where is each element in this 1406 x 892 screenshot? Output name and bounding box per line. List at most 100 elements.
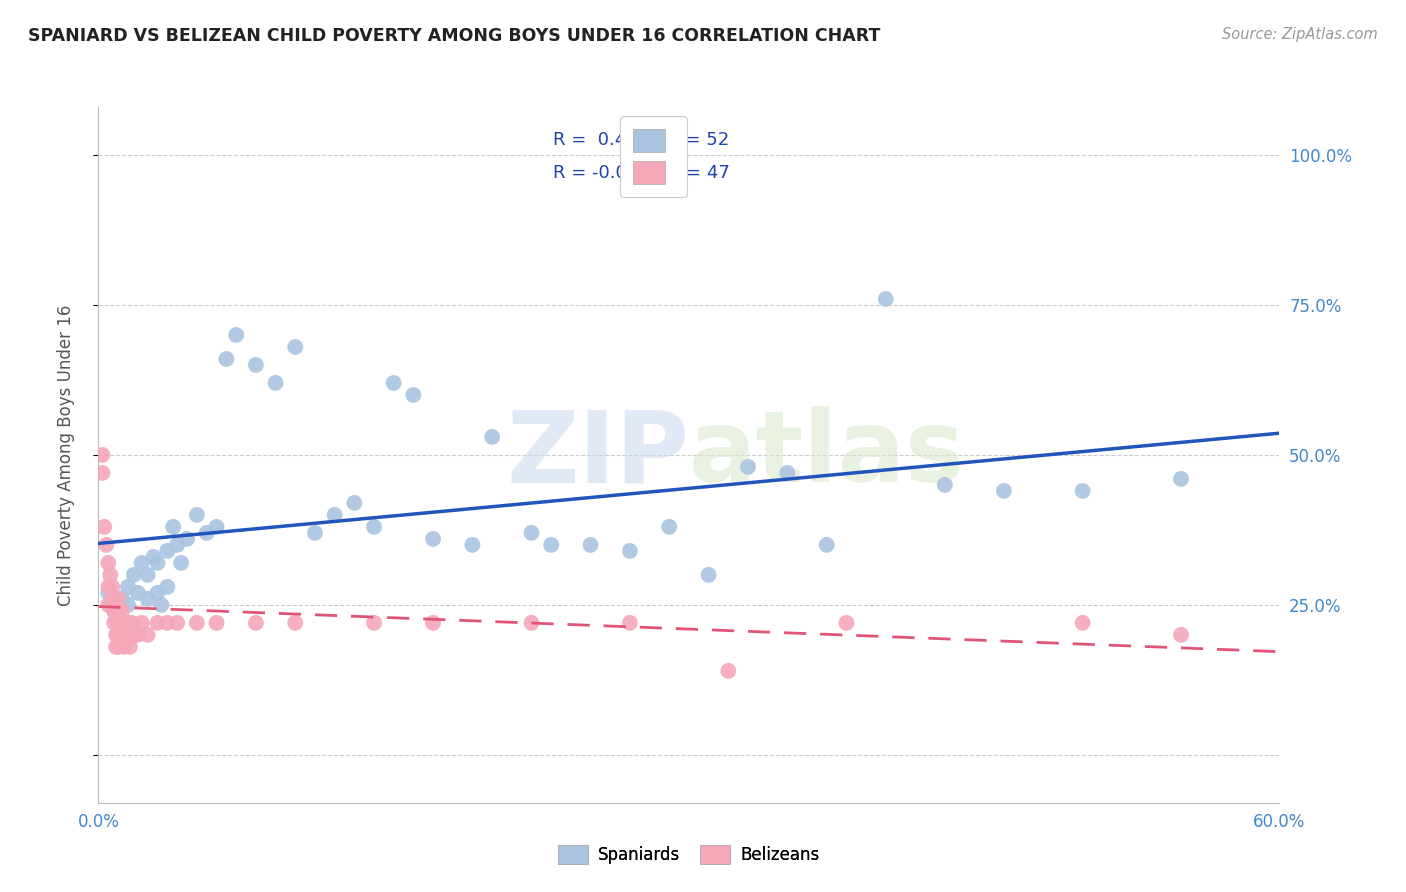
Point — [619, 544, 641, 558]
Point — [122, 628, 145, 642]
Point — [136, 591, 159, 606]
Point — [117, 628, 139, 642]
Point — [107, 628, 129, 642]
Point — [264, 376, 287, 390]
Point — [737, 459, 759, 474]
Point — [136, 567, 159, 582]
Point — [1170, 472, 1192, 486]
Point — [1071, 615, 1094, 630]
Point — [101, 580, 124, 594]
Point — [1071, 483, 1094, 498]
Point — [993, 483, 1015, 498]
Point — [170, 556, 193, 570]
Point — [142, 549, 165, 564]
Point — [875, 292, 897, 306]
Point — [117, 598, 139, 612]
Point — [111, 604, 134, 618]
Point — [121, 615, 143, 630]
Point — [93, 520, 115, 534]
Point — [697, 567, 720, 582]
Point — [105, 628, 128, 642]
Legend: Spaniards, Belizeans: Spaniards, Belizeans — [551, 838, 827, 871]
Point — [115, 628, 138, 642]
Point — [815, 538, 838, 552]
Point — [97, 586, 120, 600]
Point — [186, 508, 208, 522]
Point — [97, 556, 120, 570]
Point — [481, 430, 503, 444]
Point — [156, 544, 179, 558]
Point — [520, 615, 543, 630]
Point — [619, 615, 641, 630]
Point — [304, 525, 326, 540]
Point — [195, 525, 218, 540]
Point — [96, 538, 118, 552]
Text: atlas: atlas — [689, 407, 966, 503]
Text: SPANIARD VS BELIZEAN CHILD POVERTY AMONG BOYS UNDER 16 CORRELATION CHART: SPANIARD VS BELIZEAN CHILD POVERTY AMONG… — [28, 27, 880, 45]
Point — [245, 615, 267, 630]
Point — [97, 598, 120, 612]
Point — [105, 640, 128, 654]
Point — [118, 640, 141, 654]
Point — [382, 376, 405, 390]
Point — [776, 466, 799, 480]
Point — [166, 538, 188, 552]
Point — [117, 580, 139, 594]
Point — [166, 615, 188, 630]
Point — [717, 664, 740, 678]
Point — [122, 567, 145, 582]
Point — [343, 496, 366, 510]
Point — [107, 615, 129, 630]
Point — [107, 615, 129, 630]
Point — [136, 628, 159, 642]
Point — [156, 580, 179, 594]
Text: R =  0.466   N = 52: R = 0.466 N = 52 — [553, 131, 730, 150]
Point — [835, 615, 858, 630]
Point — [156, 615, 179, 630]
Point — [91, 466, 114, 480]
Point — [103, 604, 125, 618]
Point — [103, 604, 125, 618]
Point — [422, 532, 444, 546]
Point — [520, 525, 543, 540]
Point — [934, 478, 956, 492]
Point — [284, 615, 307, 630]
Point — [98, 567, 121, 582]
Point — [131, 556, 153, 570]
Point — [131, 615, 153, 630]
Point — [97, 580, 120, 594]
Text: R = -0.013   N = 47: R = -0.013 N = 47 — [553, 164, 730, 182]
Point — [402, 388, 425, 402]
Point — [101, 591, 124, 606]
Point — [176, 532, 198, 546]
Point — [323, 508, 346, 522]
Point — [91, 448, 114, 462]
Point — [107, 604, 129, 618]
Point — [215, 351, 238, 366]
Point — [461, 538, 484, 552]
Point — [111, 628, 134, 642]
Point — [186, 615, 208, 630]
Point — [245, 358, 267, 372]
Point — [146, 586, 169, 600]
Point — [150, 598, 173, 612]
Point — [363, 520, 385, 534]
Point — [127, 586, 149, 600]
Point — [284, 340, 307, 354]
Point — [363, 615, 385, 630]
Point — [579, 538, 602, 552]
Point — [422, 615, 444, 630]
Point — [111, 591, 134, 606]
Point — [205, 520, 228, 534]
Point — [117, 615, 139, 630]
Point — [107, 591, 129, 606]
Point — [1170, 628, 1192, 642]
Point — [112, 615, 135, 630]
Point — [162, 520, 184, 534]
Y-axis label: Child Poverty Among Boys Under 16: Child Poverty Among Boys Under 16 — [56, 304, 75, 606]
Point — [540, 538, 562, 552]
Point — [103, 615, 125, 630]
Point — [146, 615, 169, 630]
Point — [225, 328, 247, 343]
Point — [112, 640, 135, 654]
